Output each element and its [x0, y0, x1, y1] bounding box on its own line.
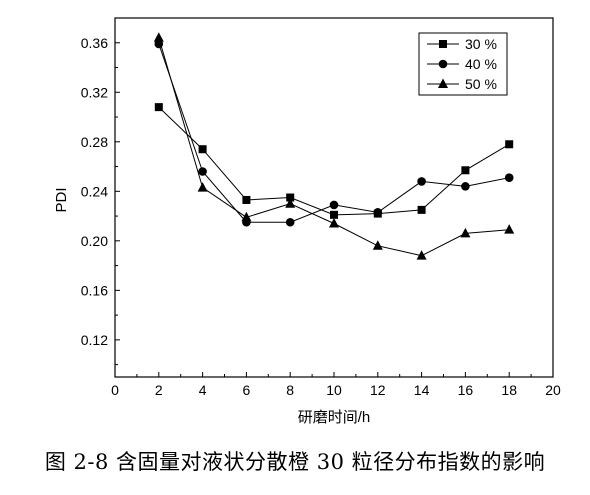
x-tick-label: 20 — [545, 382, 561, 398]
x-tick-label: 6 — [243, 382, 251, 398]
data-point — [417, 205, 426, 214]
data-point — [153, 32, 164, 42]
data-point — [461, 166, 470, 175]
data-point — [198, 167, 207, 176]
y-axis-label: PDI — [53, 187, 70, 212]
data-point — [417, 177, 426, 186]
data-point — [460, 227, 471, 238]
figure-caption: 图 2-8 含固量对液状分散橙 30 粒径分布指数的影响 — [44, 450, 546, 474]
legend-marker — [438, 59, 448, 69]
x-axis-label: 研磨时间/h — [298, 409, 371, 426]
x-tick-label: 2 — [155, 382, 163, 398]
data-point — [329, 217, 339, 228]
x-axis-ticks: 0 2 4 6 8 10 12 14 16 18 20 — [111, 372, 561, 398]
data-point — [505, 140, 514, 149]
x-tick-label: 10 — [326, 382, 342, 398]
y-tick-label: 0.24 — [81, 183, 108, 199]
data-point — [329, 200, 339, 210]
y-axis-ticks: 0.12 0.16 0.20 0.24 0.28 0.32 0.36 — [81, 35, 120, 366]
series-circle — [154, 39, 514, 227]
series-triangle — [153, 32, 515, 260]
data-point — [461, 182, 470, 191]
x-tick-label: 12 — [370, 382, 386, 398]
data-point — [197, 182, 208, 192]
data-point — [504, 224, 515, 234]
y-tick-label: 0.20 — [81, 233, 108, 249]
x-tick-label: 8 — [286, 382, 294, 398]
x-tick-label: 18 — [501, 382, 517, 398]
y-tick-label: 0.12 — [81, 332, 108, 348]
data-point — [330, 210, 338, 219]
y-tick-label: 0.28 — [81, 134, 108, 150]
data-point — [504, 173, 514, 182]
data-point — [416, 250, 427, 260]
series-line — [158, 106, 510, 216]
legend-label: 40 % — [465, 56, 497, 72]
y-tick-label: 0.16 — [81, 282, 108, 298]
legend-label: 30 % — [465, 36, 497, 52]
data-point — [285, 217, 295, 227]
y-tick-label: 0.36 — [81, 35, 108, 51]
y-tick-label: 0.32 — [81, 84, 108, 100]
data-point — [241, 211, 252, 222]
legend: 30 % 40 % 50 % — [418, 32, 508, 96]
legend-label: 50 % — [465, 76, 497, 92]
data-point — [154, 103, 163, 112]
data-point — [372, 240, 383, 250]
x-tick-label: 14 — [414, 382, 430, 398]
data-point — [286, 193, 295, 202]
data-point — [242, 195, 251, 204]
data-point — [285, 198, 296, 208]
legend-marker — [438, 78, 448, 88]
legend-marker — [439, 40, 447, 48]
series-layer — [153, 32, 515, 260]
data-point — [373, 208, 383, 217]
x-tick-label: 4 — [199, 382, 207, 398]
x-tick-label: 0 — [111, 382, 119, 398]
pdi-line-chart: 0 2 4 6 8 10 12 14 16 18 20 0.120.160.200.240.280.… — [53, 17, 561, 426]
data-point — [198, 145, 207, 154]
x-tick-label: 16 — [458, 382, 474, 398]
